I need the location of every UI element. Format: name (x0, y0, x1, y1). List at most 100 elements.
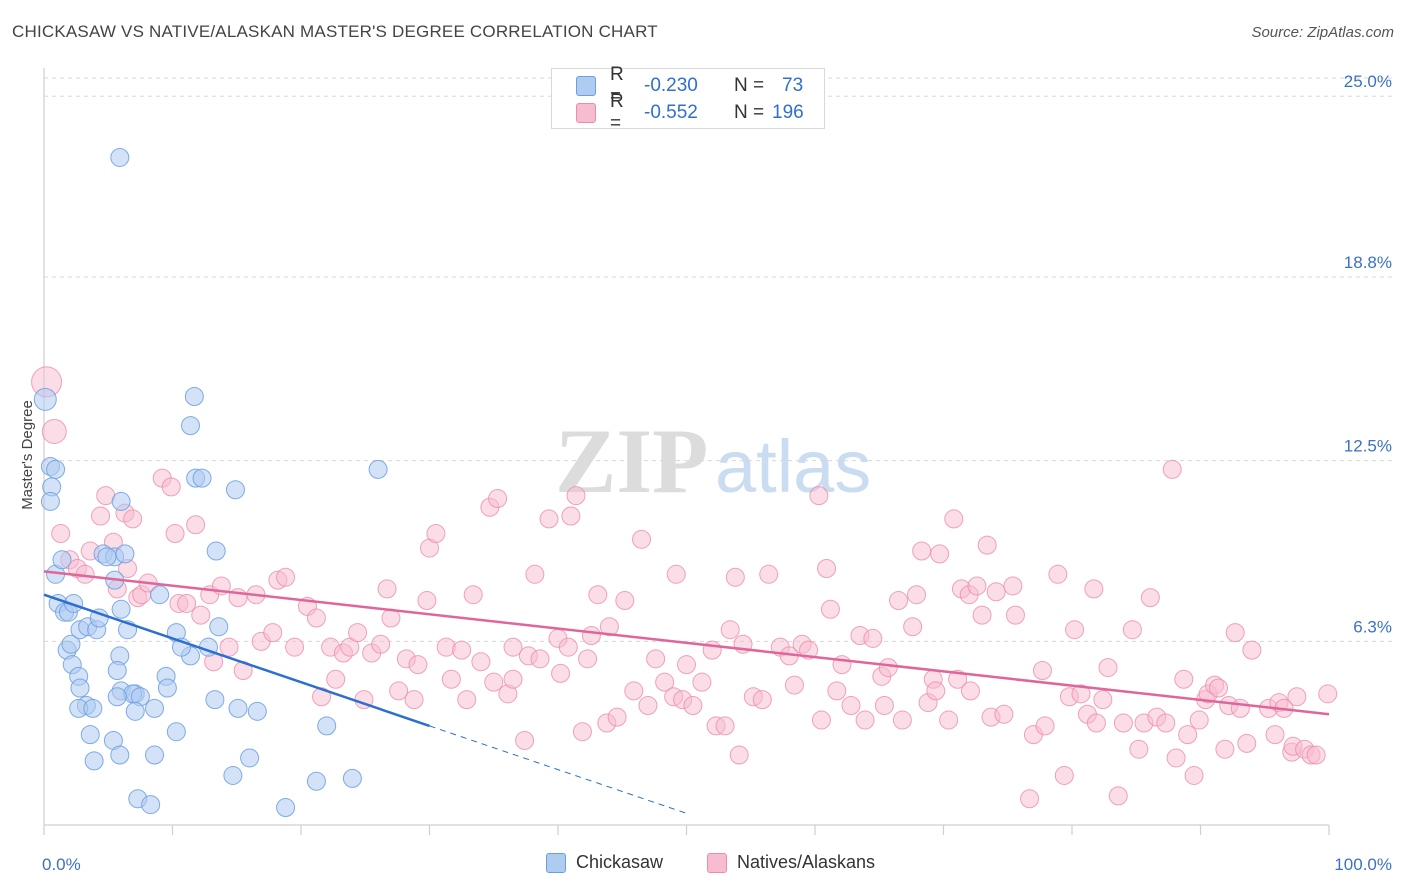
natives-point (1156, 713, 1176, 733)
natives-point (1003, 576, 1023, 596)
natives-point (525, 564, 545, 584)
legend-swatch-chickasaw (576, 76, 596, 96)
natives-point (1035, 716, 1055, 736)
natives-point (720, 620, 740, 640)
axes (43, 68, 1330, 835)
y-tick-labels: 6.3% 12.5% 18.8% 25.0% (1344, 72, 1392, 636)
chickasaw-point (150, 585, 170, 605)
watermark-atlas: atlas (715, 425, 871, 508)
chickasaw-point (70, 678, 90, 698)
natives-point (1265, 725, 1285, 745)
natives-point (1005, 605, 1025, 625)
chickasaw-point (209, 617, 229, 637)
natives-point (123, 509, 143, 529)
natives-point (926, 681, 946, 701)
x-tick-label: 100.0% (1334, 855, 1392, 874)
natives-point (1242, 640, 1262, 660)
natives-point (488, 489, 508, 509)
natives-point (1225, 623, 1245, 643)
natives-point (340, 637, 360, 657)
chickasaw-point (89, 608, 109, 628)
natives-point (558, 637, 578, 657)
natives-point (1140, 588, 1160, 608)
natives-point (1208, 678, 1228, 698)
natives-point (759, 564, 779, 584)
chickasaw-point (157, 678, 177, 698)
natives-point (907, 585, 927, 605)
natives-point (404, 690, 424, 710)
natives-point (817, 558, 837, 578)
chickasaw-point (115, 544, 135, 564)
chickasaw-point (205, 690, 225, 710)
natives-point (967, 576, 987, 596)
natives-point (285, 637, 305, 657)
natives-point (389, 681, 409, 701)
chickasaw-point (97, 547, 117, 567)
natives-point (666, 564, 686, 584)
chickasaw-point (52, 550, 72, 570)
natives-trend-line (43, 570, 1330, 716)
natives-point (417, 591, 437, 611)
chickasaw-point (141, 795, 161, 815)
natives-point (1113, 713, 1133, 733)
natives-point (1122, 620, 1142, 640)
chickasaw-point (223, 765, 243, 785)
natives-point (1032, 661, 1052, 681)
legend-swatch-natives (576, 103, 596, 123)
natives-point (912, 541, 932, 561)
natives-point (566, 486, 586, 506)
natives-point (426, 523, 446, 543)
chickasaw-point (276, 798, 296, 818)
natives-point (930, 544, 950, 564)
natives-point (1174, 669, 1194, 689)
natives-point (457, 690, 477, 710)
natives-point (306, 608, 326, 628)
natives-point (948, 669, 968, 689)
natives-point (503, 637, 523, 657)
chickasaw-point (83, 698, 103, 718)
natives-point (874, 695, 894, 715)
natives-point (784, 675, 804, 695)
trend-lines (43, 570, 1330, 814)
natives-point (1065, 620, 1085, 640)
y-tick-label: 6.3% (1353, 617, 1392, 636)
natives-point (1237, 733, 1257, 753)
natives-point (646, 649, 666, 669)
chickasaw-point (80, 725, 100, 745)
natives-point (276, 567, 296, 587)
natives-point (484, 672, 504, 692)
natives-point (177, 593, 197, 613)
natives-point (939, 710, 959, 730)
natives-point (892, 710, 912, 730)
natives-point (436, 637, 456, 657)
natives-point (855, 710, 875, 730)
natives-point (624, 681, 644, 701)
chickasaw-point (228, 698, 248, 718)
legend-r-label: R = (610, 64, 624, 107)
natives-point (91, 506, 111, 526)
natives-point (263, 623, 283, 643)
legend-bottom-natives: Natives/Alaskans (707, 852, 875, 873)
x-tick-labels: 0.0% 100.0% (42, 855, 1392, 874)
natives-point (1162, 459, 1182, 479)
natives-point (1318, 684, 1338, 704)
natives-point (878, 658, 898, 678)
legend-box: R = -0.230 N = 73 R = -0.552 N = 196 (551, 64, 825, 134)
chickasaw-point (145, 745, 165, 765)
natives-point (655, 672, 675, 692)
chickasaw-point (192, 468, 212, 488)
natives-point (638, 695, 658, 715)
chickasaw-point (33, 387, 57, 411)
natives-point (371, 634, 391, 654)
natives-point (161, 477, 181, 497)
gridlines (44, 77, 1392, 642)
natives-point (452, 640, 472, 660)
chickasaw-point (107, 661, 127, 681)
chickasaw-point (145, 698, 165, 718)
natives-point (615, 591, 635, 611)
legend-r-value: -0.552 (644, 102, 698, 123)
legend-bottom-label-chickasaw: Chickasaw (576, 852, 664, 872)
natives-point (1230, 698, 1250, 718)
natives-point (503, 669, 523, 689)
